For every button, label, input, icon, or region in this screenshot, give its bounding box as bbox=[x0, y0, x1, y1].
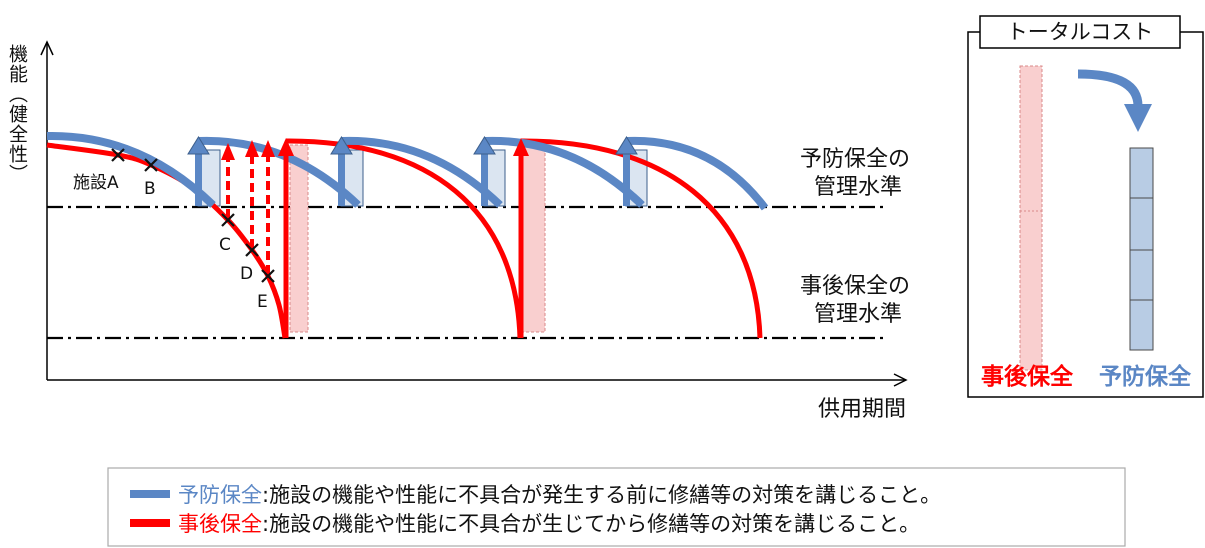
corrective-dashed-arrow bbox=[245, 140, 259, 248]
y-axis-arrowhead bbox=[40, 40, 54, 56]
corrective-repair-bar bbox=[522, 144, 546, 333]
facility-a-label: 施設A bbox=[73, 173, 119, 193]
corrective-repair-arrow bbox=[278, 138, 294, 338]
corrective-level-label-line2: 管理水準 bbox=[814, 302, 902, 327]
x-axis-label: 供用期間 bbox=[818, 397, 906, 422]
corrective-curve bbox=[520, 138, 763, 339]
facility-a-mark bbox=[111, 148, 125, 162]
legend-corrective-term: 事後保全 bbox=[178, 512, 262, 536]
legend-preventive-entry: 予防保全:施設の機能や性能に不具合が発生する前に修繕等の対策を講じること。 bbox=[178, 483, 941, 507]
facility-d-mark bbox=[245, 243, 259, 257]
preventive-repair-arrow bbox=[615, 136, 638, 206]
total-cost-panel: トータルコスト 事後保全 予防保全 bbox=[967, 15, 1204, 398]
corrective-dashed-arrow bbox=[261, 140, 275, 274]
total-cost-title: トータルコスト bbox=[1007, 20, 1154, 44]
preventive-repair-arrow bbox=[330, 136, 353, 206]
legend-preventive-term: 予防保全 bbox=[178, 483, 262, 507]
x-axis-arrowhead bbox=[893, 373, 908, 387]
corrective-level-label-line1: 事後保全の bbox=[800, 274, 910, 299]
preventive-level-label-line1: 予防保全の bbox=[800, 147, 910, 172]
cost-reduction-arrow-icon bbox=[1077, 69, 1152, 132]
legend-corrective-entry: 事後保全:施設の機能や性能に不具合が生じてから修繕等の対策を講じること。 bbox=[178, 512, 920, 536]
legend: 予防保全:施設の機能や性能に不具合が発生する前に修繕等の対策を講じること。 事後… bbox=[107, 467, 1126, 547]
y-axis-label: 機能（健全性） bbox=[6, 44, 28, 184]
legend-frame bbox=[107, 467, 1126, 547]
facility-c-mark bbox=[221, 213, 235, 227]
facility-e-label: E bbox=[257, 292, 268, 312]
preventive-cost-label: 予防保全 bbox=[1099, 363, 1192, 390]
preventive-curve bbox=[626, 136, 769, 211]
corrective-repair-bar bbox=[289, 144, 309, 333]
facility-d-label: D bbox=[240, 264, 253, 284]
preventive-repair-arrow bbox=[187, 136, 210, 206]
corrective-cost-bar bbox=[1019, 65, 1043, 371]
facility-b-mark bbox=[144, 158, 158, 172]
total-cost-frame bbox=[967, 31, 1204, 398]
facility-b-label: B bbox=[144, 179, 156, 199]
facility-c-label: C bbox=[219, 235, 231, 255]
corrective-cost-label: 事後保全 bbox=[981, 363, 1074, 390]
preventive-cost-bar bbox=[1129, 147, 1154, 351]
legend-preventive-desc: :施設の機能や性能に不具合が発生する前に修繕等の対策を講じること。 bbox=[262, 483, 941, 507]
facility-e-mark bbox=[261, 269, 275, 283]
legend-corrective-desc: :施設の機能や性能に不具合が生じてから修繕等の対策を講じること。 bbox=[262, 512, 920, 536]
corrective-repair-arrow bbox=[513, 138, 529, 338]
preventive-repair-arrow bbox=[473, 136, 496, 206]
total-cost-title-box bbox=[979, 15, 1181, 49]
corrective-dashed-arrow bbox=[221, 143, 235, 218]
preventive-level-label-line2: 管理水準 bbox=[814, 175, 902, 200]
